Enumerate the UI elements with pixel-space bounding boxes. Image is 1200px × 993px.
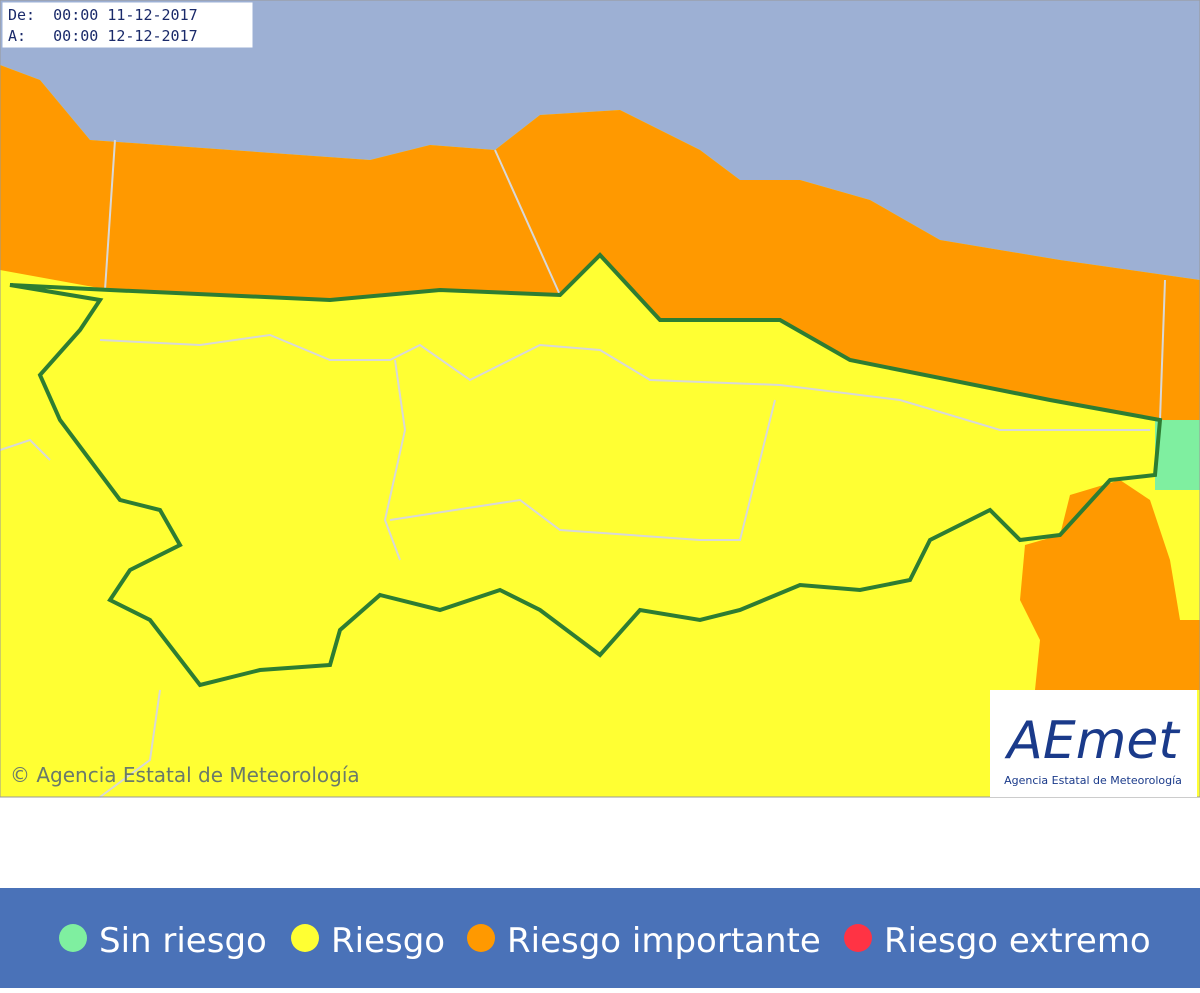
asturias-outline <box>9 252 1163 688</box>
validity-box <box>1 1 254 49</box>
legend-swatch <box>59 924 87 952</box>
map: De: 00:00 11-12-2017 A: 00:00 12-12-2017… <box>0 0 1200 798</box>
legend-swatch <box>291 924 319 952</box>
coastal-warning-zone <box>0 65 1200 420</box>
legend: Sin riesgo Riesgo Riesgo importante Riesgo … <box>59 921 1151 961</box>
inland-warning-zone <box>1020 480 1200 690</box>
map-frame <box>0 0 1200 798</box>
copyright: © Agencia Estatal de Meteorología <box>10 763 360 787</box>
legend-label: Sin riesgo <box>99 921 267 961</box>
no-risk-zone <box>1155 420 1200 490</box>
logo-box <box>990 690 1197 797</box>
legend-bar <box>0 888 1200 988</box>
validity-from: De: 00:00 11-12-2017 <box>8 6 198 24</box>
logo-subtitle: Agencia Estatal de Meteorología <box>1004 774 1182 787</box>
logo-name: AEmet <box>1004 711 1180 771</box>
legend-label: Riesgo <box>331 921 445 961</box>
legend-swatch <box>467 924 495 952</box>
legend-swatch <box>844 924 872 952</box>
zone-borders <box>0 139 1166 798</box>
legend-label: Riesgo importante <box>507 921 821 961</box>
sea <box>0 0 1200 280</box>
validity-to: A: 00:00 12-12-2017 <box>8 27 198 45</box>
legend-label: Riesgo extremo <box>884 921 1151 961</box>
